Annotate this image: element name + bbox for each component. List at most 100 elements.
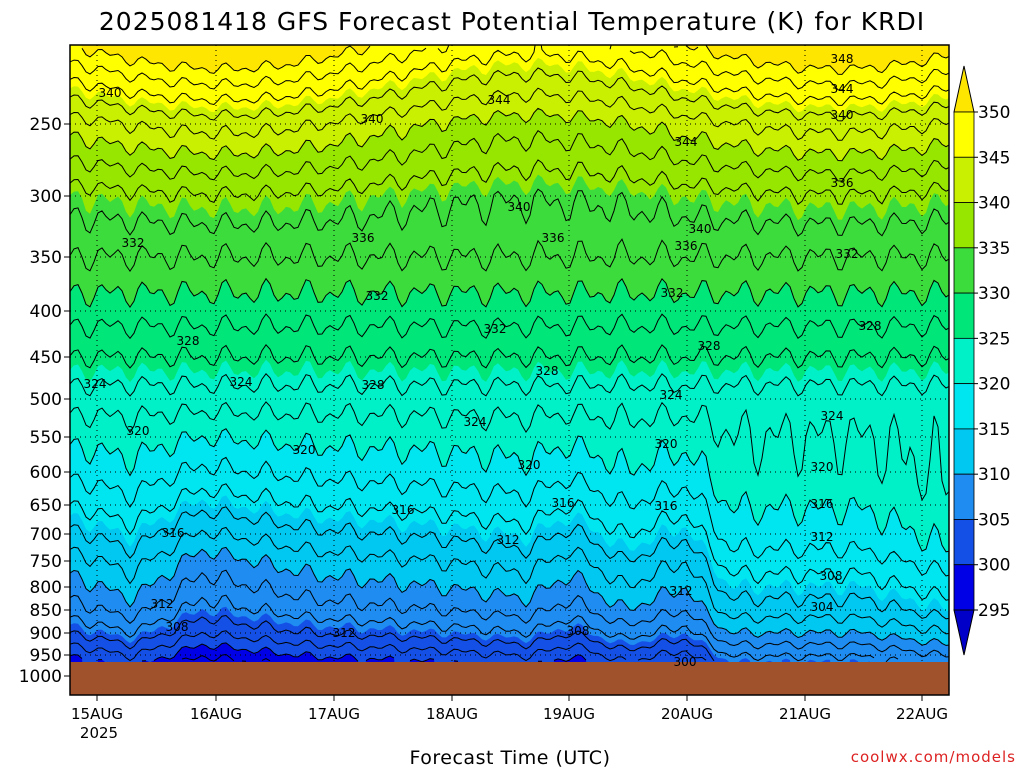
y-tick-label-550: 550 (30, 428, 62, 448)
colorbar-label-320: 320 (978, 375, 1010, 395)
colorbar-seg-2 (953, 202, 975, 249)
y-tick-label-300: 300 (30, 187, 62, 207)
colorbar-seg-10 (953, 564, 975, 611)
color-bands (70, 45, 949, 695)
contour-label-26: 324 (464, 415, 487, 429)
contour-label-44: 308 (166, 620, 189, 634)
contour-322 (70, 401, 949, 502)
contour-342 (70, 87, 949, 141)
colorbar-seg-7 (953, 428, 975, 475)
x-axis: 15AUG 16AUG 17AUG 18AUG 19AUG 20AUG 21AUG 22AUG (71, 695, 948, 723)
credit-link[interactable]: coolwx.com/models (851, 748, 1016, 766)
contour-314 (70, 506, 949, 620)
colorbar-seg-9 (953, 519, 975, 566)
colorbar-seg-4 (953, 292, 975, 339)
contour-340 (70, 107, 949, 162)
colorbar-label-305: 305 (978, 510, 1010, 530)
contour-324 (70, 373, 949, 397)
x-tick-label-5: 20AUG (661, 705, 713, 723)
y-tick-label-950: 950 (30, 646, 62, 666)
contour-316 (70, 483, 949, 601)
x-tick-label-1: 16AUG (190, 705, 242, 723)
contour-label-25: 324 (660, 388, 683, 402)
contour-338 (70, 129, 949, 182)
contour-label-13: 336 (675, 239, 698, 253)
contour-label-0: 340 (99, 86, 122, 100)
band-350 (81, 45, 949, 75)
y-tick-label-450: 450 (30, 348, 62, 368)
y-tick-label-650: 650 (30, 496, 62, 516)
colorbar-seg-0 (953, 111, 975, 158)
contour-label-14: 332 (836, 247, 859, 261)
contour-350 (81, 45, 949, 75)
colorbar-label-340: 340 (978, 194, 1010, 214)
contour-label-30: 320 (655, 437, 678, 451)
x-tick-label-6: 21AUG (779, 705, 831, 723)
colorbar-label-310: 310 (978, 465, 1010, 485)
y-tick-label-800: 800 (30, 578, 62, 598)
colorbar-top-arrow (953, 65, 975, 113)
contour-label-37: 316 (162, 526, 185, 540)
colorbar-seg-1 (953, 156, 975, 203)
colorbar-label-350: 350 (978, 103, 1010, 123)
contour-label-8: 340 (508, 200, 531, 214)
contour-label-2: 348 (831, 52, 854, 66)
contour-label-39: 312 (811, 530, 834, 544)
contour-330 (70, 277, 949, 308)
contour-label-24: 328 (362, 378, 385, 392)
x-tick-label-2: 17AUG (308, 705, 360, 723)
x-tick-label-4: 19AUG (543, 705, 595, 723)
grid-lines (70, 45, 949, 695)
contour-310 (70, 546, 949, 646)
contour-label-18: 328 (859, 319, 882, 333)
plot-frame (69, 44, 950, 696)
contour-label-10: 332 (122, 236, 145, 250)
colorbar-label-335: 335 (978, 239, 1010, 259)
contour-320 (70, 428, 949, 553)
contour-label-6: 344 (675, 135, 698, 149)
contour-label-40: 308 (820, 569, 843, 583)
contour-label-45: 312 (333, 626, 356, 640)
contour-344 (70, 67, 949, 122)
contour-label-9: 340 (689, 222, 712, 236)
colorbar-seg-6 (953, 383, 975, 430)
contour-label-12: 336 (542, 231, 565, 245)
colorbar-seg-5 (953, 337, 975, 385)
contour-label-27: 324 (821, 409, 844, 423)
contour-label-31: 320 (518, 458, 541, 472)
x-axis-title: Forecast Time (UTC) (410, 747, 611, 768)
contour-label-32: 320 (811, 460, 834, 474)
y-tick-label-850: 850 (30, 601, 62, 621)
surface-band (70, 662, 949, 695)
contour-label-42: 304 (811, 600, 834, 614)
contour-348 (70, 45, 949, 91)
colorbar-label-295: 295 (978, 601, 1010, 621)
contour-332 (70, 238, 949, 272)
x-tick-label-0: 15AUG (71, 705, 123, 723)
y-tick-label-400: 400 (30, 302, 62, 322)
contour-label-3: 344 (831, 82, 854, 96)
contour-label-29: 320 (293, 443, 316, 457)
x-tick-label-3: 18AUG (426, 705, 478, 723)
contour-label-47: 300 (674, 655, 697, 669)
contour-318 (70, 456, 949, 577)
contour-328 (70, 313, 949, 340)
contour-label-5: 340 (361, 112, 384, 126)
y-tick-label-900: 900 (30, 624, 62, 644)
y-tick-label-500: 500 (30, 390, 62, 410)
contour-346 (70, 45, 949, 106)
y-tick-label-350: 350 (30, 248, 62, 268)
contour-label-36: 316 (811, 497, 834, 511)
colorbar-seg-3 (953, 247, 975, 294)
contour-label-11: 336 (352, 231, 375, 245)
contour-label-21: 328 (536, 364, 559, 378)
y-tick-label-250: 250 (30, 115, 62, 135)
x-tick-label-7: 22AUG (896, 705, 948, 723)
contour-label-28: 320 (127, 424, 150, 438)
y-tick-label-750: 750 (30, 552, 62, 572)
colorbar-label-345: 345 (978, 148, 1010, 168)
y-axis: 250 300 350 400 450 500 550 600 650 700 750 800 850 9… (19, 115, 70, 687)
contour-308 (70, 569, 949, 658)
colorbar-label-325: 325 (978, 329, 1010, 349)
